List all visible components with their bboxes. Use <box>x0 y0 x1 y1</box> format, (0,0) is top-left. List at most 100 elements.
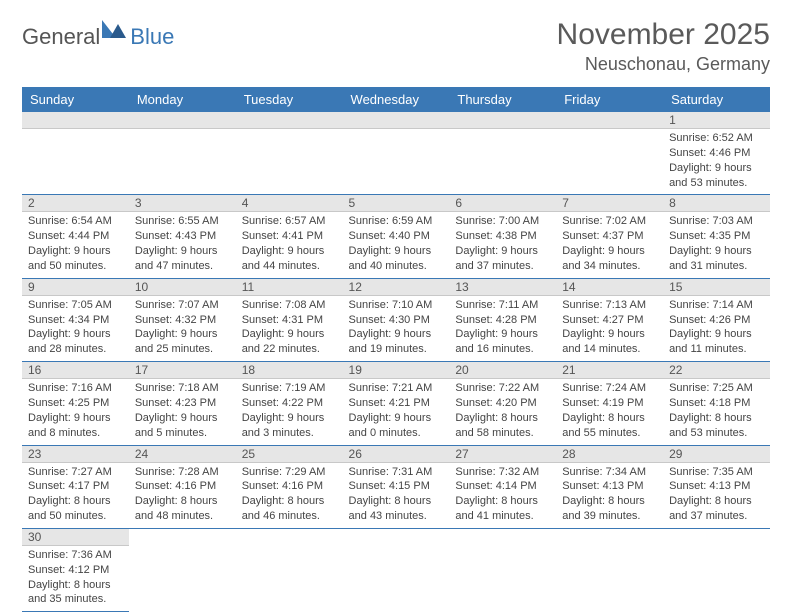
sunrise-text: Sunrise: 6:52 AM <box>669 131 764 146</box>
day-cell <box>663 528 770 611</box>
sunrise-text: Sunrise: 7:07 AM <box>135 298 230 313</box>
daylight-text: Daylight: 9 hours and 0 minutes. <box>349 411 444 441</box>
day-info: Sunrise: 7:25 AMSunset: 4:18 PMDaylight:… <box>663 379 770 444</box>
week-row: 9Sunrise: 7:05 AMSunset: 4:34 PMDaylight… <box>22 278 770 361</box>
sunrise-text: Sunrise: 7:16 AM <box>28 381 123 396</box>
sunset-text: Sunset: 4:14 PM <box>455 479 550 494</box>
sunset-text: Sunset: 4:40 PM <box>349 229 444 244</box>
day-header: Friday <box>556 87 663 112</box>
day-info: Sunrise: 7:07 AMSunset: 4:32 PMDaylight:… <box>129 296 236 361</box>
day-cell: 30Sunrise: 7:36 AMSunset: 4:12 PMDayligh… <box>22 528 129 611</box>
sunset-text: Sunset: 4:34 PM <box>28 313 123 328</box>
week-row: 16Sunrise: 7:16 AMSunset: 4:25 PMDayligh… <box>22 362 770 445</box>
day-number: 27 <box>449 446 556 463</box>
day-info: Sunrise: 7:05 AMSunset: 4:34 PMDaylight:… <box>22 296 129 361</box>
day-cell: 5Sunrise: 6:59 AMSunset: 4:40 PMDaylight… <box>343 195 450 278</box>
sunrise-text: Sunrise: 7:08 AM <box>242 298 337 313</box>
sunset-text: Sunset: 4:23 PM <box>135 396 230 411</box>
sunrise-text: Sunrise: 7:34 AM <box>562 465 657 480</box>
sunrise-text: Sunrise: 7:36 AM <box>28 548 123 563</box>
day-number: 25 <box>236 446 343 463</box>
daylight-text: Daylight: 8 hours and 41 minutes. <box>455 494 550 524</box>
daylight-text: Daylight: 9 hours and 34 minutes. <box>562 244 657 274</box>
day-cell: 27Sunrise: 7:32 AMSunset: 4:14 PMDayligh… <box>449 445 556 528</box>
sunrise-text: Sunrise: 7:32 AM <box>455 465 550 480</box>
sunset-text: Sunset: 4:12 PM <box>28 563 123 578</box>
day-cell: 7Sunrise: 7:02 AMSunset: 4:37 PMDaylight… <box>556 195 663 278</box>
daylight-text: Daylight: 9 hours and 14 minutes. <box>562 327 657 357</box>
day-number: 22 <box>663 362 770 379</box>
daylight-text: Daylight: 8 hours and 43 minutes. <box>349 494 444 524</box>
sunrise-text: Sunrise: 7:29 AM <box>242 465 337 480</box>
daylight-text: Daylight: 9 hours and 53 minutes. <box>669 161 764 191</box>
logo-text-blue: Blue <box>130 24 174 50</box>
day-number: 9 <box>22 279 129 296</box>
day-info: Sunrise: 7:08 AMSunset: 4:31 PMDaylight:… <box>236 296 343 361</box>
day-info: Sunrise: 7:35 AMSunset: 4:13 PMDaylight:… <box>663 463 770 528</box>
day-number: 29 <box>663 446 770 463</box>
sunset-text: Sunset: 4:26 PM <box>669 313 764 328</box>
day-header: Thursday <box>449 87 556 112</box>
week-row: 30Sunrise: 7:36 AMSunset: 4:12 PMDayligh… <box>22 528 770 611</box>
sunset-text: Sunset: 4:16 PM <box>242 479 337 494</box>
day-number-empty <box>449 112 556 129</box>
day-cell: 23Sunrise: 7:27 AMSunset: 4:17 PMDayligh… <box>22 445 129 528</box>
sunrise-text: Sunrise: 7:22 AM <box>455 381 550 396</box>
sunset-text: Sunset: 4:13 PM <box>562 479 657 494</box>
day-info: Sunrise: 7:21 AMSunset: 4:21 PMDaylight:… <box>343 379 450 444</box>
header: General Blue November 2025 Neuschonau, G… <box>22 18 770 75</box>
sunrise-text: Sunrise: 7:03 AM <box>669 214 764 229</box>
day-info: Sunrise: 7:34 AMSunset: 4:13 PMDaylight:… <box>556 463 663 528</box>
day-number: 8 <box>663 195 770 212</box>
sunrise-text: Sunrise: 7:28 AM <box>135 465 230 480</box>
day-header: Monday <box>129 87 236 112</box>
sunrise-text: Sunrise: 6:57 AM <box>242 214 337 229</box>
day-cell: 22Sunrise: 7:25 AMSunset: 4:18 PMDayligh… <box>663 362 770 445</box>
sunrise-text: Sunrise: 7:21 AM <box>349 381 444 396</box>
day-cell: 24Sunrise: 7:28 AMSunset: 4:16 PMDayligh… <box>129 445 236 528</box>
day-cell: 28Sunrise: 7:34 AMSunset: 4:13 PMDayligh… <box>556 445 663 528</box>
day-number: 15 <box>663 279 770 296</box>
sunrise-text: Sunrise: 7:14 AM <box>669 298 764 313</box>
sunset-text: Sunset: 4:38 PM <box>455 229 550 244</box>
day-cell: 17Sunrise: 7:18 AMSunset: 4:23 PMDayligh… <box>129 362 236 445</box>
day-number: 18 <box>236 362 343 379</box>
sunset-text: Sunset: 4:32 PM <box>135 313 230 328</box>
day-info: Sunrise: 7:29 AMSunset: 4:16 PMDaylight:… <box>236 463 343 528</box>
day-cell: 12Sunrise: 7:10 AMSunset: 4:30 PMDayligh… <box>343 278 450 361</box>
daylight-text: Daylight: 8 hours and 39 minutes. <box>562 494 657 524</box>
day-number: 28 <box>556 446 663 463</box>
daylight-text: Daylight: 9 hours and 8 minutes. <box>28 411 123 441</box>
day-cell <box>236 112 343 195</box>
sunrise-text: Sunrise: 7:31 AM <box>349 465 444 480</box>
day-cell <box>343 528 450 611</box>
day-number: 20 <box>449 362 556 379</box>
day-cell: 4Sunrise: 6:57 AMSunset: 4:41 PMDaylight… <box>236 195 343 278</box>
day-cell: 19Sunrise: 7:21 AMSunset: 4:21 PMDayligh… <box>343 362 450 445</box>
day-info: Sunrise: 7:11 AMSunset: 4:28 PMDaylight:… <box>449 296 556 361</box>
title-block: November 2025 Neuschonau, Germany <box>557 18 770 75</box>
sunset-text: Sunset: 4:22 PM <box>242 396 337 411</box>
day-cell: 13Sunrise: 7:11 AMSunset: 4:28 PMDayligh… <box>449 278 556 361</box>
day-cell: 14Sunrise: 7:13 AMSunset: 4:27 PMDayligh… <box>556 278 663 361</box>
day-number: 4 <box>236 195 343 212</box>
daylight-text: Daylight: 9 hours and 25 minutes. <box>135 327 230 357</box>
day-cell: 6Sunrise: 7:00 AMSunset: 4:38 PMDaylight… <box>449 195 556 278</box>
day-cell: 8Sunrise: 7:03 AMSunset: 4:35 PMDaylight… <box>663 195 770 278</box>
day-info: Sunrise: 7:18 AMSunset: 4:23 PMDaylight:… <box>129 379 236 444</box>
day-info: Sunrise: 7:32 AMSunset: 4:14 PMDaylight:… <box>449 463 556 528</box>
sunset-text: Sunset: 4:44 PM <box>28 229 123 244</box>
sunset-text: Sunset: 4:19 PM <box>562 396 657 411</box>
sunrise-text: Sunrise: 7:13 AM <box>562 298 657 313</box>
daylight-text: Daylight: 8 hours and 46 minutes. <box>242 494 337 524</box>
day-cell <box>449 528 556 611</box>
daylight-text: Daylight: 8 hours and 53 minutes. <box>669 411 764 441</box>
daylight-text: Daylight: 9 hours and 28 minutes. <box>28 327 123 357</box>
day-info: Sunrise: 7:10 AMSunset: 4:30 PMDaylight:… <box>343 296 450 361</box>
day-number: 30 <box>22 529 129 546</box>
day-number-empty <box>236 112 343 129</box>
day-header-row: Sunday Monday Tuesday Wednesday Thursday… <box>22 87 770 112</box>
day-cell: 15Sunrise: 7:14 AMSunset: 4:26 PMDayligh… <box>663 278 770 361</box>
calendar-table: Sunday Monday Tuesday Wednesday Thursday… <box>22 87 770 612</box>
sunrise-text: Sunrise: 7:11 AM <box>455 298 550 313</box>
